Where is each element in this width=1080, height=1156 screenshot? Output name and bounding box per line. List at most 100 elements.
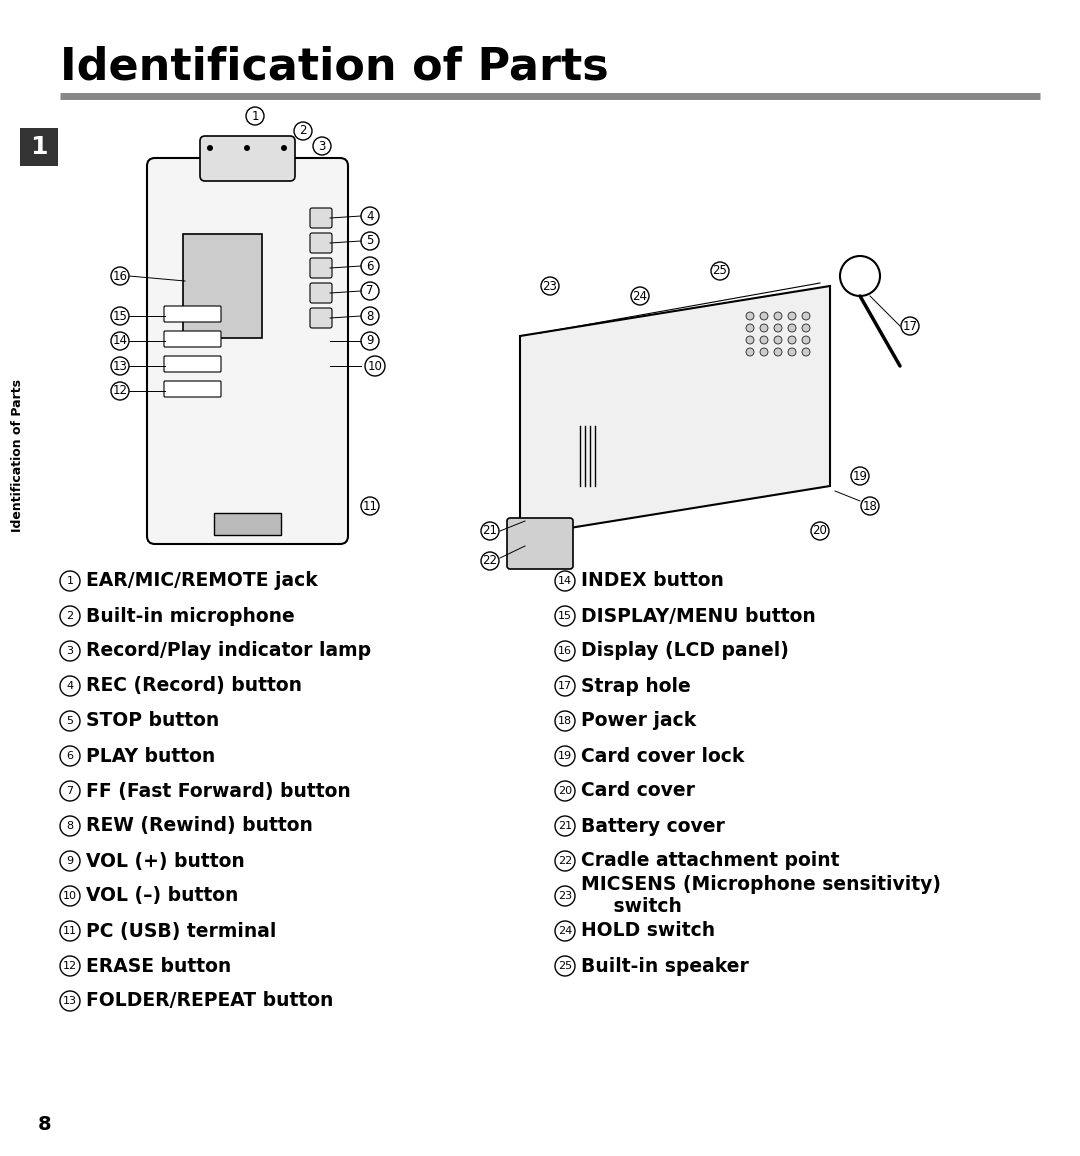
Text: 15: 15 [112, 310, 127, 323]
Text: VOL (+) button: VOL (+) button [86, 852, 245, 870]
Circle shape [746, 348, 754, 356]
Circle shape [802, 348, 810, 356]
Text: 11: 11 [63, 926, 77, 936]
Text: 2: 2 [299, 125, 307, 138]
Text: INDEX button: INDEX button [581, 571, 724, 591]
Text: Card cover: Card cover [581, 781, 696, 800]
FancyBboxPatch shape [164, 331, 221, 347]
Text: Strap hole: Strap hole [581, 676, 691, 696]
Text: Card cover lock: Card cover lock [581, 747, 744, 765]
Text: 21: 21 [483, 525, 498, 538]
FancyBboxPatch shape [310, 283, 332, 303]
Text: Display (LCD panel): Display (LCD panel) [581, 642, 788, 660]
Text: 5: 5 [67, 716, 73, 726]
Circle shape [788, 324, 796, 332]
Text: ERASE button: ERASE button [86, 956, 231, 976]
Text: Identification of Parts: Identification of Parts [12, 379, 25, 533]
Text: 8: 8 [67, 821, 73, 831]
Text: 24: 24 [558, 926, 572, 936]
Text: 22: 22 [558, 855, 572, 866]
Text: 12: 12 [63, 961, 77, 971]
Circle shape [774, 336, 782, 344]
Text: EAR/MIC/REMOTE jack: EAR/MIC/REMOTE jack [86, 571, 318, 591]
Text: PC (USB) terminal: PC (USB) terminal [86, 921, 276, 941]
Text: 1: 1 [67, 576, 73, 586]
Text: 15: 15 [558, 612, 572, 621]
Text: VOL (–) button: VOL (–) button [86, 887, 239, 905]
Text: FOLDER/REPEAT button: FOLDER/REPEAT button [86, 992, 334, 1010]
Circle shape [760, 324, 768, 332]
Text: 7: 7 [67, 786, 73, 796]
Circle shape [244, 144, 249, 151]
Text: Identification of Parts: Identification of Parts [60, 46, 609, 89]
Text: 10: 10 [367, 360, 382, 372]
Text: 16: 16 [112, 269, 127, 282]
Circle shape [788, 312, 796, 320]
Circle shape [802, 324, 810, 332]
Text: 19: 19 [558, 751, 572, 761]
Circle shape [207, 144, 213, 151]
Text: 13: 13 [112, 360, 127, 372]
Circle shape [760, 312, 768, 320]
FancyBboxPatch shape [21, 128, 58, 166]
FancyBboxPatch shape [310, 307, 332, 328]
FancyBboxPatch shape [310, 234, 332, 253]
FancyBboxPatch shape [200, 136, 295, 181]
Text: 4: 4 [67, 681, 73, 691]
Text: 14: 14 [112, 334, 127, 348]
Text: 6: 6 [366, 259, 374, 273]
Text: PLAY button: PLAY button [86, 747, 215, 765]
FancyBboxPatch shape [147, 158, 348, 544]
FancyBboxPatch shape [214, 513, 281, 535]
Text: Built-in speaker: Built-in speaker [581, 956, 748, 976]
Polygon shape [519, 286, 831, 536]
Text: 22: 22 [483, 555, 498, 568]
FancyBboxPatch shape [507, 518, 573, 569]
Text: 23: 23 [558, 891, 572, 901]
Text: 21: 21 [558, 821, 572, 831]
Text: 10: 10 [63, 891, 77, 901]
Text: 16: 16 [558, 646, 572, 655]
Text: STOP button: STOP button [86, 711, 219, 731]
Circle shape [774, 312, 782, 320]
Circle shape [746, 336, 754, 344]
Text: MICSENS (Microphone sensitivity)
     switch: MICSENS (Microphone sensitivity) switch [581, 875, 941, 917]
Text: 7: 7 [366, 284, 374, 297]
Circle shape [760, 348, 768, 356]
Text: 17: 17 [558, 681, 572, 691]
Text: 13: 13 [63, 996, 77, 1006]
Text: REW (Rewind) button: REW (Rewind) button [86, 816, 313, 836]
Text: Cradle attachment point: Cradle attachment point [581, 852, 839, 870]
Text: 20: 20 [812, 525, 827, 538]
FancyBboxPatch shape [310, 208, 332, 228]
Text: 17: 17 [903, 319, 918, 333]
FancyBboxPatch shape [164, 306, 221, 323]
Text: 1: 1 [252, 110, 259, 123]
Circle shape [774, 348, 782, 356]
Text: 2: 2 [67, 612, 73, 621]
Text: Built-in microphone: Built-in microphone [86, 607, 295, 625]
Text: REC (Record) button: REC (Record) button [86, 676, 302, 696]
Circle shape [281, 144, 287, 151]
Text: 11: 11 [363, 499, 378, 512]
Text: 4: 4 [366, 209, 374, 222]
Text: 8: 8 [38, 1116, 52, 1134]
Text: 25: 25 [713, 265, 728, 277]
Circle shape [788, 336, 796, 344]
Text: 9: 9 [67, 855, 73, 866]
Text: 5: 5 [366, 235, 374, 247]
Circle shape [760, 336, 768, 344]
Text: Record/Play indicator lamp: Record/Play indicator lamp [86, 642, 372, 660]
Text: HOLD switch: HOLD switch [581, 921, 715, 941]
Text: 24: 24 [633, 289, 648, 303]
Text: FF (Fast Forward) button: FF (Fast Forward) button [86, 781, 351, 800]
Text: 18: 18 [558, 716, 572, 726]
FancyBboxPatch shape [310, 258, 332, 277]
Circle shape [802, 312, 810, 320]
Text: 18: 18 [863, 499, 877, 512]
Text: 6: 6 [67, 751, 73, 761]
Text: 12: 12 [112, 385, 127, 398]
Circle shape [746, 312, 754, 320]
Text: 20: 20 [558, 786, 572, 796]
Text: 8: 8 [366, 310, 374, 323]
